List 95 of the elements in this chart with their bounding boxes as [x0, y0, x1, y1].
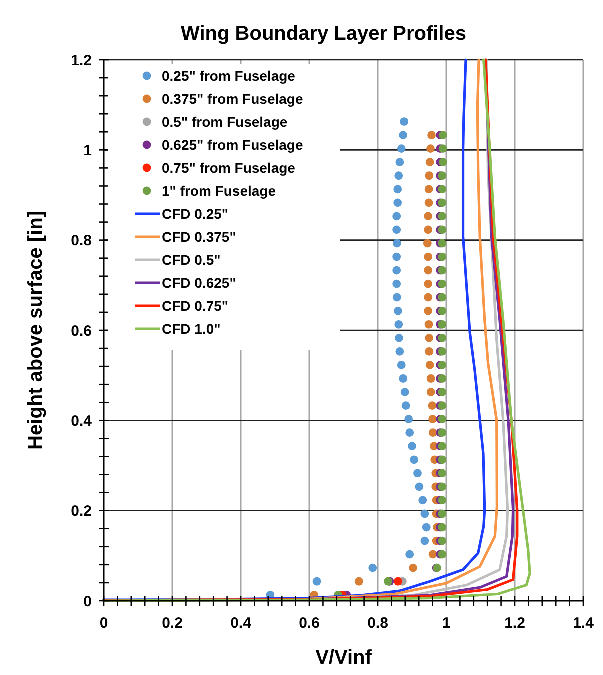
x-tick-label: 0 [100, 615, 108, 632]
point [420, 510, 430, 518]
point [394, 577, 402, 586]
point [424, 320, 434, 329]
point [397, 144, 406, 154]
y-tick-label: 0.8 [71, 232, 92, 250]
point [399, 374, 408, 383]
point [426, 158, 434, 167]
point [394, 306, 402, 316]
point [408, 442, 416, 451]
x-tick-label: 0.2 [162, 615, 183, 632]
point [426, 388, 436, 396]
legend-label: CFD 0.625" [162, 274, 236, 291]
point [424, 252, 433, 262]
point [418, 496, 428, 505]
point [426, 374, 436, 383]
chart-title: Wing Boundary Layer Profiles [181, 23, 466, 45]
point [312, 577, 322, 586]
point [396, 158, 404, 167]
point [424, 306, 433, 316]
legend-label: 1" from Fuselage [162, 182, 276, 199]
point [396, 347, 404, 356]
point [414, 469, 422, 478]
point [409, 564, 418, 572]
point [426, 144, 435, 154]
point [410, 456, 419, 464]
point [422, 523, 431, 532]
x-axis-title: V/Vinf [316, 647, 372, 669]
point [425, 172, 434, 180]
legend-label: 0.75" from Fuselage [162, 160, 296, 176]
point [424, 185, 434, 194]
point [424, 198, 434, 208]
point [426, 361, 434, 370]
point [400, 388, 410, 396]
legend-label: 0.5" from Fuselage [162, 114, 288, 130]
point [424, 226, 433, 234]
point [394, 172, 404, 180]
point [428, 428, 438, 438]
point [438, 158, 448, 167]
point [394, 320, 404, 329]
point [392, 212, 402, 221]
point [397, 361, 406, 370]
x-tick-label: 0.4 [230, 615, 252, 632]
point [423, 239, 432, 248]
point [428, 402, 437, 410]
point [428, 415, 437, 424]
legend-label: CFD 0.375" [162, 228, 236, 245]
point [394, 198, 402, 208]
legend-label: CFD 0.75" [162, 298, 229, 314]
y-tick-label: 1.2 [71, 52, 92, 70]
point [400, 118, 409, 126]
x-tick-label: 1 [442, 615, 451, 632]
point [354, 577, 364, 586]
y-tick-label: 0.4 [71, 412, 93, 430]
point [406, 550, 414, 559]
point [438, 131, 448, 140]
legend-label: CFD 0.5" [162, 252, 221, 268]
point [368, 564, 378, 572]
point [395, 334, 404, 342]
y-tick-label: 0 [84, 593, 92, 610]
point [392, 226, 402, 234]
point [424, 266, 433, 275]
legend-label: 0.625" from Fuselage [162, 136, 304, 153]
legend-label: CFD 0.25" [162, 206, 229, 222]
point [394, 185, 402, 194]
y-tick-label: 1 [84, 142, 92, 160]
point [392, 280, 402, 288]
x-tick-label: 1.2 [504, 615, 526, 632]
point [392, 293, 402, 302]
point [428, 131, 436, 140]
point [392, 252, 402, 262]
y-tick-label: 0.6 [71, 322, 92, 340]
legend-label: CFD 1.0" [162, 320, 221, 337]
y-tick-label: 0.2 [71, 503, 92, 520]
point [420, 536, 430, 546]
x-tick-label: 0.8 [368, 615, 388, 632]
point [392, 266, 402, 275]
point [438, 144, 448, 154]
point [425, 334, 434, 342]
point [428, 550, 438, 559]
y-axis-title: Height above surface [in] [25, 211, 47, 450]
point [425, 347, 434, 356]
point [392, 239, 402, 248]
point [424, 212, 433, 221]
point [399, 131, 408, 140]
x-tick-label: 1.4 [573, 615, 595, 632]
point [406, 428, 414, 438]
point [415, 482, 424, 492]
x-tick-label: 0.6 [299, 615, 320, 632]
point [424, 280, 433, 288]
legend-label: 0.375" from Fuselage [162, 90, 304, 107]
point [404, 415, 414, 424]
legend-label: 0.25" from Fuselage [162, 68, 296, 84]
point [402, 402, 410, 410]
point [424, 293, 433, 302]
